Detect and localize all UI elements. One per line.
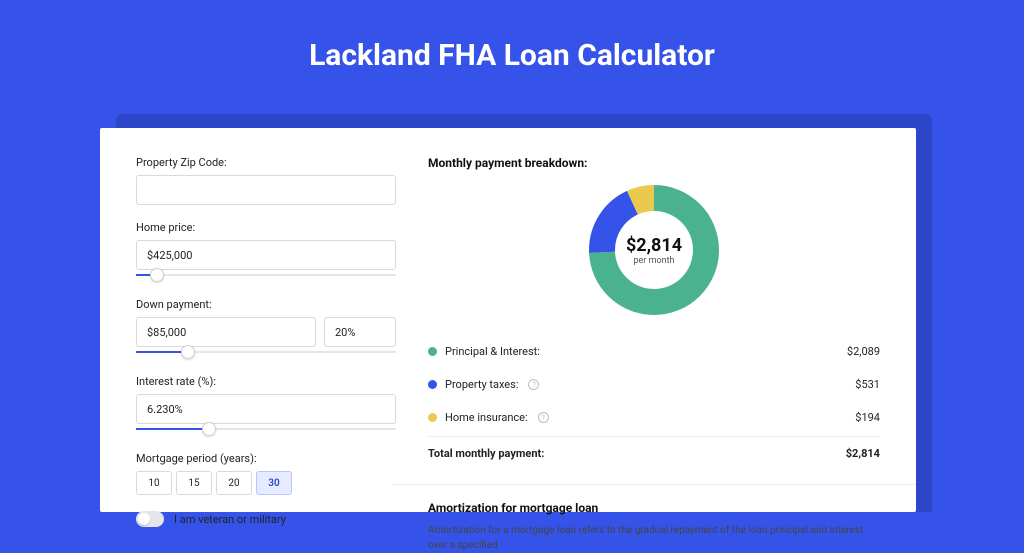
donut-wrap: $2,814 per month [428,184,880,316]
legend-row: Property taxes:? $531 [428,368,880,401]
payment-donut-chart: $2,814 per month [588,184,720,316]
legend-dot [428,413,437,422]
interest-rate-field: Interest rate (%): [136,375,396,436]
period-button-15[interactable]: 15 [176,471,212,495]
interest-rate-input[interactable] [136,394,396,424]
slider-thumb[interactable] [202,422,216,436]
home-price-field: Home price: [136,221,396,282]
zip-label: Property Zip Code: [136,156,396,169]
donut-center: $2,814 per month [588,184,720,316]
legend-value: $2,089 [847,345,880,358]
legend: Principal & Interest: $2,089 Property taxe… [428,334,880,470]
veteran-row: I am veteran or military [136,511,396,527]
down-payment-label: Down payment: [136,298,396,311]
period-button-30[interactable]: 30 [256,471,292,495]
legend-dot [428,380,437,389]
mortgage-period-field: Mortgage period (years): 10152030 [136,452,396,495]
info-icon[interactable]: ? [538,412,549,423]
interest-rate-label: Interest rate (%): [136,375,396,388]
slider-thumb[interactable] [150,268,164,282]
zip-field: Property Zip Code: [136,156,396,205]
home-price-input[interactable] [136,240,396,270]
breakdown-title: Monthly payment breakdown: [428,156,880,170]
amortization-title: Amortization for mortgage loan [428,501,880,515]
page-title: Lackland FHA Loan Calculator [0,0,1024,97]
legend-label: Property taxes: [445,378,518,391]
mortgage-period-label: Mortgage period (years): [136,452,396,465]
slider-thumb[interactable] [181,345,195,359]
legend-row: Principal & Interest: $2,089 [428,335,880,368]
down-payment-field: Down payment: [136,298,396,359]
form-column: Property Zip Code: Home price: Down paym… [136,156,396,512]
mortgage-period-buttons: 10152030 [136,471,396,495]
period-button-20[interactable]: 20 [216,471,252,495]
slider-track [136,274,396,276]
legend-row: Home insurance:? $194 [428,401,880,434]
period-button-10[interactable]: 10 [136,471,172,495]
home-price-label: Home price: [136,221,396,234]
info-icon[interactable]: ? [528,379,539,390]
legend-value: $194 [855,411,880,424]
legend-total-value: $2,814 [846,447,880,460]
calculator-card: Property Zip Code: Home price: Down paym… [100,128,916,512]
legend-label: Principal & Interest: [445,345,540,358]
legend-label: Home insurance: [445,411,528,424]
down-payment-percent-input[interactable] [324,317,396,347]
veteran-toggle[interactable] [136,511,164,527]
breakdown-column: Monthly payment breakdown: $2,814 per mo… [428,156,880,512]
interest-rate-slider[interactable] [136,422,396,436]
legend-total-label: Total monthly payment: [428,447,544,460]
down-payment-slider[interactable] [136,345,396,359]
veteran-label: I am veteran or military [174,513,286,526]
amortization-text: Amortization for a mortgage loan refers … [428,523,880,553]
legend-value: $531 [855,378,880,391]
legend-dot [428,347,437,356]
legend-total-row: Total monthly payment: $2,814 [428,436,880,470]
toggle-knob [138,513,150,525]
slider-fill [136,428,209,430]
down-payment-amount-input[interactable] [136,317,316,347]
home-price-slider[interactable] [136,268,396,282]
zip-input[interactable] [136,175,396,205]
donut-sublabel: per month [633,256,674,266]
donut-amount: $2,814 [626,235,682,256]
amortization-section: Amortization for mortgage loan Amortizat… [428,485,880,553]
